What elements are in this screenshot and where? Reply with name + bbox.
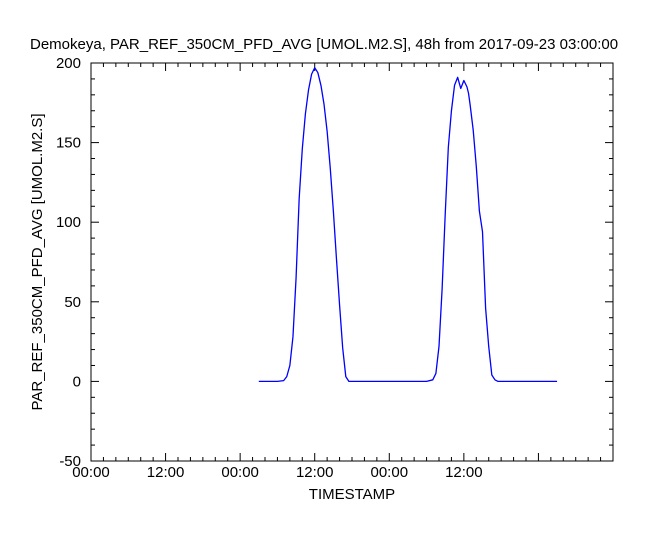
- y-tick-label: 100: [56, 214, 81, 231]
- tick-labels: 00:00 12:00 00:00 12:00 00:00 12:00 -50 0 50 100 1…: [56, 55, 483, 481]
- x-axis-title: TIMESTAMP: [309, 486, 395, 503]
- series-line-0: [258, 67, 558, 383]
- x-tick-label: 00:00: [371, 464, 409, 481]
- y-tick-label: 50: [64, 294, 81, 311]
- plot-frame: [90, 62, 614, 462]
- chart-title: Demokeya, PAR_REF_350CM_PFD_AVG [UMOL.M2…: [30, 36, 618, 53]
- x-tick-label: 00:00: [221, 464, 259, 481]
- y-tick-label: -50: [59, 453, 81, 470]
- y-tick-label: 0: [73, 373, 81, 390]
- x-tick-label: 12:00: [147, 464, 185, 481]
- y-axis-title: PAR_REF_350CM_PFD_AVG [UMOL.M2.S]: [29, 113, 46, 410]
- x-tick-label: 12:00: [296, 464, 334, 481]
- y-tick-label: 150: [56, 135, 81, 152]
- axis-ticks: [90, 62, 614, 462]
- x-tick-label: 00:00: [72, 464, 110, 481]
- y-tick-label: 200: [56, 55, 81, 72]
- series-layer: [258, 67, 558, 383]
- x-tick-label: 12:00: [445, 464, 483, 481]
